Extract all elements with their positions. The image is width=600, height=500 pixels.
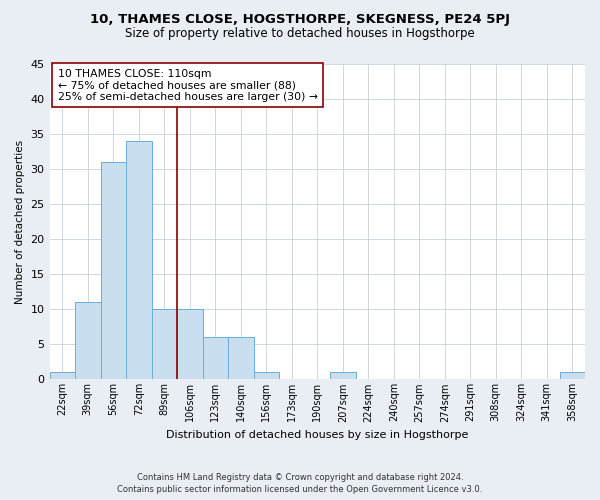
- Bar: [254, 372, 279, 380]
- Bar: [75, 302, 101, 380]
- Bar: [177, 310, 203, 380]
- Bar: [228, 338, 254, 380]
- Text: Contains public sector information licensed under the Open Government Licence v3: Contains public sector information licen…: [118, 485, 482, 494]
- X-axis label: Distribution of detached houses by size in Hogsthorpe: Distribution of detached houses by size …: [166, 430, 469, 440]
- Text: Contains HM Land Registry data © Crown copyright and database right 2024.: Contains HM Land Registry data © Crown c…: [137, 472, 463, 482]
- Bar: [152, 310, 177, 380]
- Bar: [560, 372, 585, 380]
- Bar: [50, 372, 75, 380]
- Y-axis label: Number of detached properties: Number of detached properties: [15, 140, 25, 304]
- Text: Size of property relative to detached houses in Hogsthorpe: Size of property relative to detached ho…: [125, 28, 475, 40]
- Bar: [126, 141, 152, 380]
- Bar: [330, 372, 356, 380]
- Bar: [101, 162, 126, 380]
- Bar: [203, 338, 228, 380]
- Text: 10, THAMES CLOSE, HOGSTHORPE, SKEGNESS, PE24 5PJ: 10, THAMES CLOSE, HOGSTHORPE, SKEGNESS, …: [90, 12, 510, 26]
- Text: 10 THAMES CLOSE: 110sqm
← 75% of detached houses are smaller (88)
25% of semi-de: 10 THAMES CLOSE: 110sqm ← 75% of detache…: [58, 68, 317, 102]
